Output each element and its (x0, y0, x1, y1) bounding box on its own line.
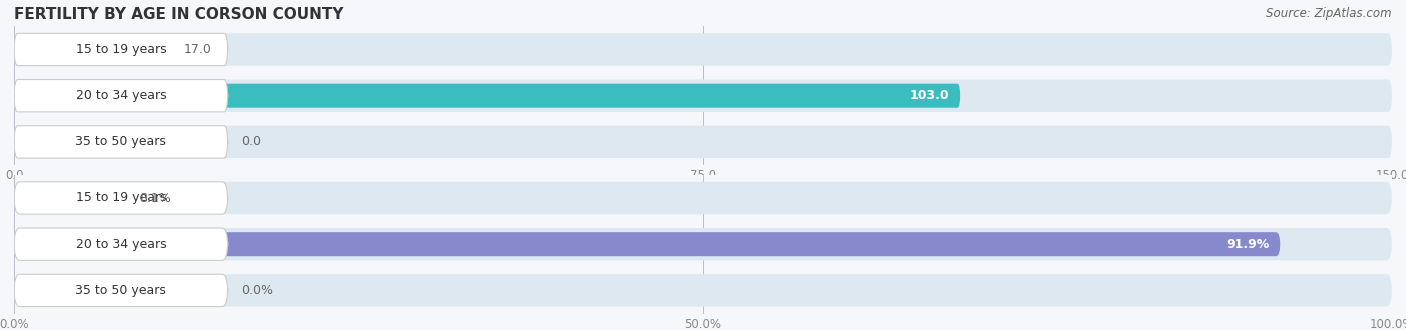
Text: Source: ZipAtlas.com: Source: ZipAtlas.com (1267, 7, 1392, 19)
Text: 35 to 50 years: 35 to 50 years (76, 284, 166, 297)
Text: 91.9%: 91.9% (1226, 238, 1270, 251)
Text: 20 to 34 years: 20 to 34 years (76, 238, 166, 251)
FancyBboxPatch shape (14, 126, 228, 158)
FancyBboxPatch shape (14, 186, 125, 210)
FancyBboxPatch shape (14, 228, 1392, 260)
FancyBboxPatch shape (14, 80, 228, 112)
Text: FERTILITY BY AGE IN CORSON COUNTY: FERTILITY BY AGE IN CORSON COUNTY (14, 7, 343, 21)
FancyBboxPatch shape (14, 228, 228, 260)
Text: 103.0: 103.0 (910, 89, 949, 102)
Text: 8.1%: 8.1% (139, 191, 172, 205)
FancyBboxPatch shape (14, 274, 1392, 307)
Text: 15 to 19 years: 15 to 19 years (76, 43, 166, 56)
FancyBboxPatch shape (14, 80, 1392, 112)
Text: 17.0: 17.0 (184, 43, 212, 56)
FancyBboxPatch shape (14, 274, 228, 307)
Text: 0.0%: 0.0% (242, 284, 273, 297)
Text: 0.0: 0.0 (242, 135, 262, 148)
FancyBboxPatch shape (14, 33, 1392, 66)
Text: 20 to 34 years: 20 to 34 years (76, 89, 166, 102)
FancyBboxPatch shape (14, 232, 1281, 256)
FancyBboxPatch shape (14, 126, 1392, 158)
Text: 15 to 19 years: 15 to 19 years (76, 191, 166, 205)
FancyBboxPatch shape (14, 38, 170, 61)
FancyBboxPatch shape (14, 182, 1392, 214)
Text: 35 to 50 years: 35 to 50 years (76, 135, 166, 148)
FancyBboxPatch shape (14, 33, 228, 66)
FancyBboxPatch shape (14, 84, 960, 108)
FancyBboxPatch shape (14, 182, 228, 214)
